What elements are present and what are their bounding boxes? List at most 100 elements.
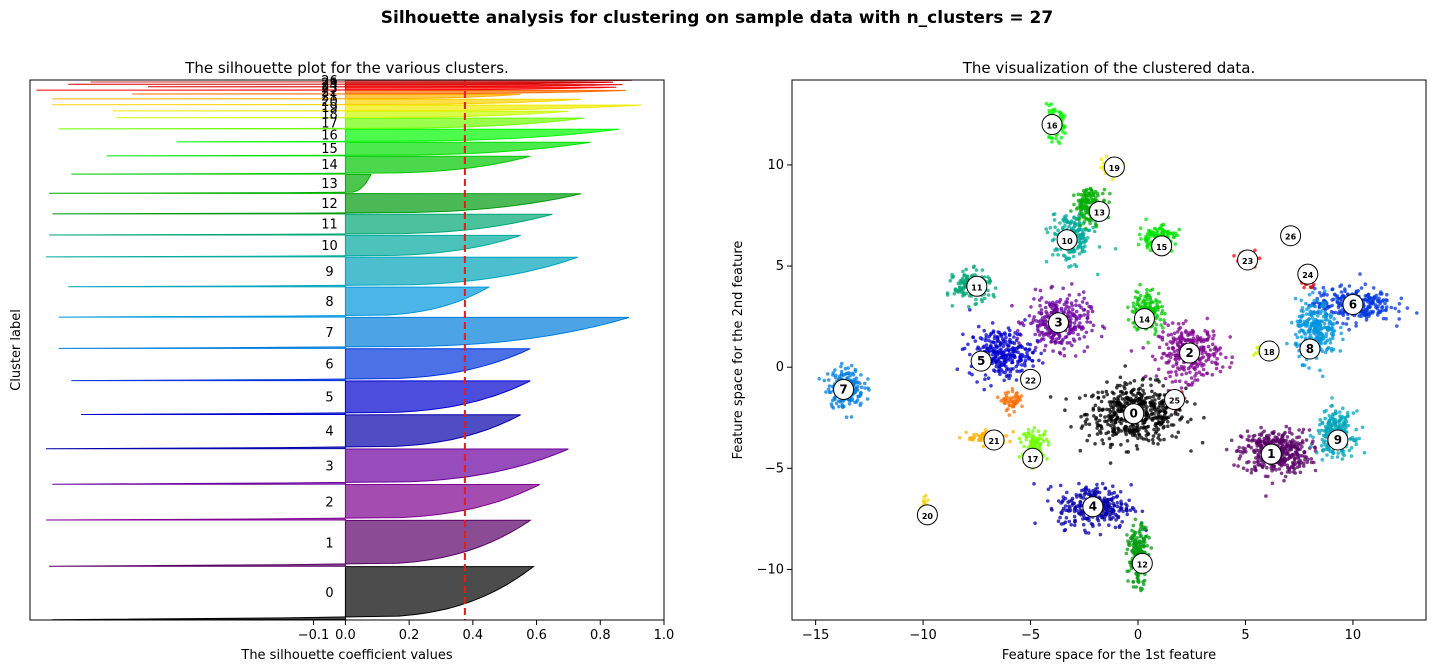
scatter-point-cluster-1 [1313, 446, 1317, 450]
scatter-point-cluster-5 [968, 352, 972, 357]
scatter-point-cluster-9 [1328, 449, 1333, 454]
scatter-point-cluster-4 [1081, 496, 1086, 500]
scatter-point-cluster-4 [1097, 522, 1102, 527]
scatter-x-tick-label: −5 [1021, 628, 1040, 643]
cluster-center-marker-6: 6 [1342, 293, 1364, 315]
scatter-point-cluster-8 [1297, 314, 1302, 319]
silhouette-areas [36, 79, 642, 621]
scatter-point-cluster-1 [1245, 429, 1250, 434]
scatter-point-cluster-7 [826, 378, 831, 382]
scatter-point-cluster-3 [1084, 330, 1089, 335]
scatter-point-cluster-0 [1115, 402, 1120, 406]
scatter-point-cluster-8 [1319, 331, 1323, 336]
scatter-point-cluster-5 [1007, 344, 1011, 348]
scatter-point-cluster-2 [1200, 351, 1204, 356]
scatter-point-cluster-1 [1274, 468, 1278, 472]
scatter-point-cluster-17 [1032, 425, 1037, 430]
scatter-point-cluster-12 [1132, 530, 1136, 534]
scatter-point-cluster-6 [1357, 314, 1361, 318]
scatter-point-cluster-8 [1306, 330, 1311, 334]
scatter-point-cluster-6 [1378, 309, 1383, 313]
scatter-point-cluster-10 [1086, 228, 1091, 233]
scatter-point-cluster-3 [1057, 340, 1061, 345]
scatter-point-cluster-3 [1029, 321, 1033, 326]
silhouette-area-cluster-16 [176, 128, 620, 143]
scatter-point-cluster-1 [1301, 427, 1306, 432]
scatter-point-cluster-6 [1380, 299, 1385, 303]
scatter-point-cluster-4 [1105, 511, 1110, 515]
scatter-point-cluster-9 [1326, 421, 1330, 426]
scatter-point-cluster-5 [1018, 355, 1022, 360]
scatter-point-cluster-4 [1033, 521, 1037, 525]
scatter-point-cluster-9 [1349, 446, 1354, 450]
scatter-point-cluster-4 [1100, 481, 1105, 486]
scatter-point-cluster-2 [1156, 334, 1161, 339]
scatter-point-cluster-6 [1397, 302, 1402, 306]
scatter-point-cluster-4 [1067, 519, 1072, 524]
scatter-point-cluster-6 [1338, 284, 1342, 289]
scatter-point-cluster-12 [1126, 579, 1130, 583]
scatter-point-cluster-3 [1068, 320, 1072, 324]
scatter-point-cluster-3 [1048, 330, 1053, 335]
cluster-center-marker-15: 15 [1151, 235, 1173, 257]
scatter-point-cluster-10 [1113, 247, 1118, 251]
scatter-point-cluster-4 [1060, 509, 1065, 513]
scatter-point-cluster-2 [1189, 376, 1194, 380]
scatter-point-cluster-15 [1177, 227, 1181, 232]
silhouette-cluster-label: 1 [325, 536, 333, 551]
scatter-point-cluster-22 [1010, 399, 1015, 404]
scatter-point-cluster-3 [1086, 309, 1090, 314]
silhouette-area-cluster-7 [58, 316, 630, 349]
scatter-point-cluster-11 [982, 296, 987, 301]
silhouette-area-cluster-22 [131, 89, 626, 95]
scatter-point-cluster-3 [1054, 337, 1059, 342]
scatter-point-cluster-0 [1096, 395, 1101, 400]
scatter-point-cluster-5 [1011, 350, 1015, 355]
scatter-point-cluster-4 [1098, 532, 1103, 537]
scatter-point-cluster-14 [1155, 303, 1159, 307]
scatter-point-cluster-4 [1124, 506, 1129, 511]
scatter-point-cluster-0 [1186, 420, 1190, 424]
scatter-point-cluster-4 [1056, 499, 1061, 503]
scatter-point-cluster-1 [1265, 465, 1269, 470]
scatter-point-cluster-0 [1150, 411, 1154, 415]
scatter-point-cluster-2 [1153, 357, 1157, 362]
scatter-point-cluster-15 [1173, 242, 1178, 246]
scatter-point-cluster-2 [1199, 361, 1203, 366]
scatter-point-cluster-0 [1112, 422, 1116, 427]
scatter-point-cluster-10 [1064, 214, 1068, 218]
scatter-point-cluster-11 [952, 292, 957, 296]
scatter-point-cluster-4 [1120, 520, 1124, 524]
scatter-point-cluster-4 [1061, 498, 1065, 503]
scatter-point-cluster-13 [1072, 202, 1076, 207]
scatter-point-cluster-7 [844, 415, 849, 420]
scatter-point-cluster-0 [1150, 417, 1154, 421]
cluster-center-marker-18: 18 [1258, 340, 1280, 362]
scatter-point-cluster-7 [834, 401, 839, 406]
scatter-point-cluster-8 [1311, 331, 1316, 335]
scatter-point-cluster-2 [1176, 330, 1180, 334]
scatter-point-cluster-4 [1119, 499, 1123, 504]
scatter-point-cluster-1 [1295, 448, 1299, 452]
scatter-point-cluster-2 [1206, 355, 1211, 359]
scatter-point-cluster-14 [1146, 340, 1150, 345]
silhouette-cluster-label: 4 [325, 425, 333, 440]
scatter-point-cluster-0 [1128, 424, 1133, 429]
scatter-point-cluster-5 [985, 346, 989, 351]
scatter-point-cluster-21 [1004, 434, 1009, 438]
scatter-point-cluster-0 [1108, 403, 1113, 407]
scatter-point-cluster-7 [837, 404, 841, 409]
scatter-point-cluster-0 [1141, 388, 1145, 393]
scatter-point-cluster-0 [1138, 386, 1142, 391]
scatter-point-cluster-7 [834, 373, 838, 378]
scatter-point-cluster-9 [1308, 433, 1313, 438]
scatter-point-cluster-11 [964, 267, 968, 272]
scatter-point-cluster-3 [1070, 282, 1074, 286]
scatter-point-cluster-1 [1236, 464, 1240, 468]
scatter-point-cluster-6 [1339, 290, 1344, 294]
scatter-point-cluster-5 [1014, 364, 1018, 369]
silhouette-area-cluster-17 [58, 117, 585, 130]
scatter-x-tick-label: 5 [1241, 628, 1249, 643]
scatter-point-cluster-7 [854, 376, 859, 381]
scatter-point-cluster-0 [1095, 432, 1100, 436]
